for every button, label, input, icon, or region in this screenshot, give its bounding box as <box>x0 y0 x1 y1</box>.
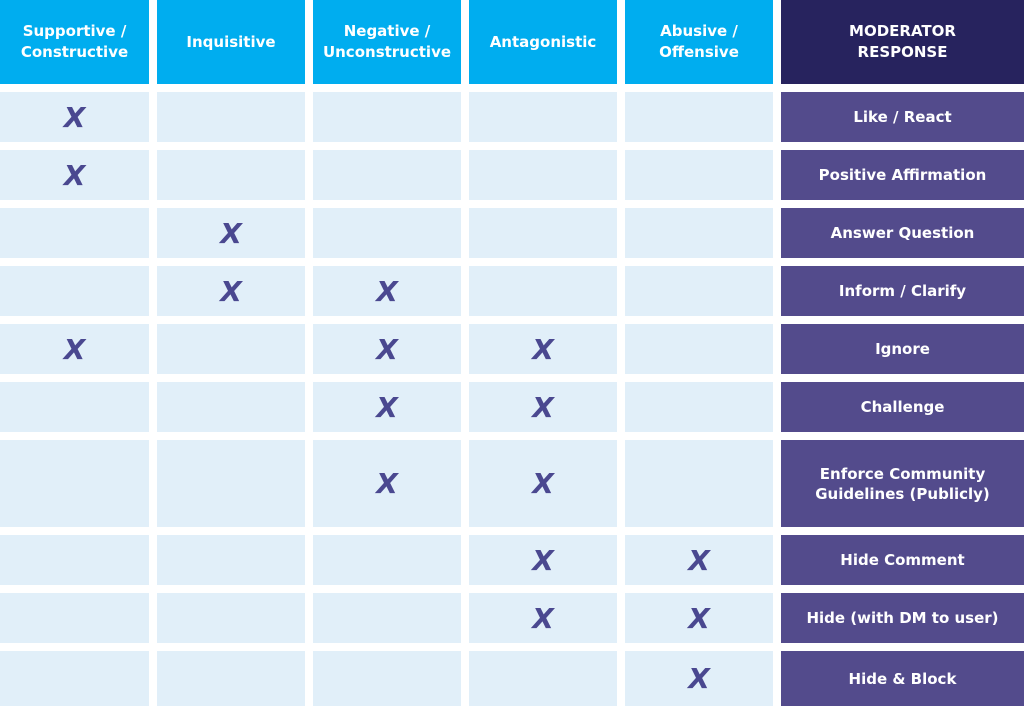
column-header: Abusive / Offensive <box>625 0 773 84</box>
check-mark: X <box>469 535 617 585</box>
response-label: Challenge <box>781 382 1024 432</box>
empty-cell <box>625 92 773 142</box>
check-mark: X <box>313 324 461 374</box>
response-label: Ignore <box>781 324 1024 374</box>
empty-cell <box>157 324 305 374</box>
check-mark: X <box>313 266 461 316</box>
check-mark: X <box>625 651 773 706</box>
column-header: Negative / Unconstructive <box>313 0 461 84</box>
response-label: Answer Question <box>781 208 1024 258</box>
check-mark: X <box>0 324 149 374</box>
check-mark: X <box>469 382 617 432</box>
empty-cell <box>313 593 461 643</box>
check-mark: X <box>469 440 617 527</box>
column-header: Supportive / Constructive <box>0 0 149 84</box>
empty-cell <box>469 208 617 258</box>
check-mark: X <box>469 324 617 374</box>
empty-cell <box>0 593 149 643</box>
response-label: Hide Comment <box>781 535 1024 585</box>
check-mark: X <box>313 440 461 527</box>
empty-cell <box>469 266 617 316</box>
empty-cell <box>157 440 305 527</box>
empty-cell <box>313 208 461 258</box>
empty-cell <box>157 535 305 585</box>
check-mark: X <box>157 208 305 258</box>
empty-cell <box>0 651 149 706</box>
response-label: Inform / Clarify <box>781 266 1024 316</box>
empty-cell <box>313 92 461 142</box>
response-label: Hide (with DM to user) <box>781 593 1024 643</box>
empty-cell <box>625 324 773 374</box>
column-header: MODERATOR RESPONSE <box>781 0 1024 84</box>
check-mark: X <box>157 266 305 316</box>
response-label: Enforce Community Guidelines (Publicly) <box>781 440 1024 527</box>
empty-cell <box>0 382 149 432</box>
empty-cell <box>0 440 149 527</box>
empty-cell <box>157 92 305 142</box>
empty-cell <box>157 382 305 432</box>
empty-cell <box>625 440 773 527</box>
empty-cell <box>313 535 461 585</box>
column-header: Antagonistic <box>469 0 617 84</box>
empty-cell <box>0 535 149 585</box>
empty-cell <box>313 150 461 200</box>
check-mark: X <box>625 535 773 585</box>
empty-cell <box>469 92 617 142</box>
empty-cell <box>625 208 773 258</box>
empty-cell <box>157 593 305 643</box>
empty-cell <box>157 150 305 200</box>
empty-cell <box>157 651 305 706</box>
empty-cell <box>469 150 617 200</box>
check-mark: X <box>469 593 617 643</box>
response-label: Like / React <box>781 92 1024 142</box>
empty-cell <box>0 266 149 316</box>
empty-cell <box>625 266 773 316</box>
response-label: Positive Affirmation <box>781 150 1024 200</box>
empty-cell <box>313 651 461 706</box>
check-mark: X <box>313 382 461 432</box>
empty-cell <box>469 651 617 706</box>
empty-cell <box>0 208 149 258</box>
check-mark: X <box>0 150 149 200</box>
empty-cell <box>625 382 773 432</box>
check-mark: X <box>625 593 773 643</box>
column-header: Inquisitive <box>157 0 305 84</box>
empty-cell <box>625 150 773 200</box>
response-label: Hide & Block <box>781 651 1024 706</box>
check-mark: X <box>0 92 149 142</box>
